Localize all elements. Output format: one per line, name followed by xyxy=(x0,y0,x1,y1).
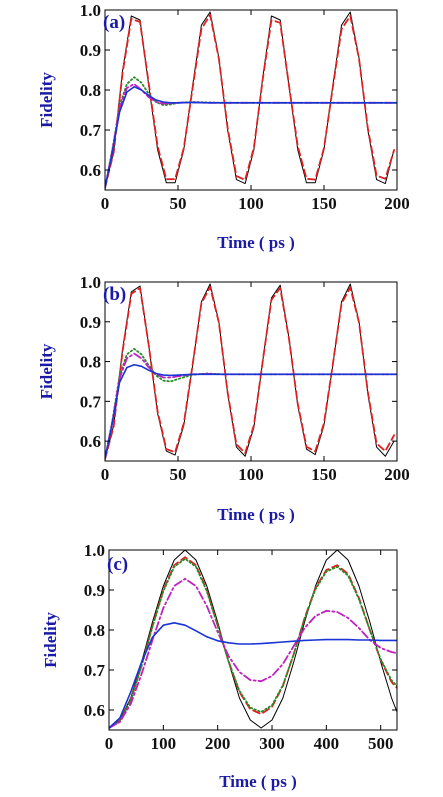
series-line-2 xyxy=(105,13,395,189)
series-line-3 xyxy=(109,557,397,729)
y-tick-label: 0.6 xyxy=(80,432,101,451)
x-tick-label: 0 xyxy=(101,465,110,484)
panel-label: (b) xyxy=(103,284,126,305)
y-tick-label: 0.6 xyxy=(80,161,101,180)
series-line-3 xyxy=(105,347,397,460)
y-axis-label: Fidelity xyxy=(37,72,56,128)
x-tick-label: 200 xyxy=(384,194,410,213)
y-axis-label: Fidelity xyxy=(37,343,56,399)
chart-panel-3: 0 100 200 300 400 500 0.6 0.7 0.8 0.9 1.0(c) Time (… xyxy=(41,541,398,791)
x-tick-label: 100 xyxy=(238,194,264,213)
x-tick-label: 500 xyxy=(368,734,394,753)
series-line-4 xyxy=(105,83,397,189)
x-tick-label: 100 xyxy=(151,734,177,753)
y-tick-label: 0.9 xyxy=(80,41,101,60)
x-tick-label: 50 xyxy=(170,465,187,484)
series-line-1 xyxy=(109,550,397,729)
y-tick-label: 0.7 xyxy=(80,121,102,140)
y-tick-label: 0.9 xyxy=(80,313,101,332)
panel-label: (c) xyxy=(107,554,128,575)
x-tick-label: 150 xyxy=(311,194,337,213)
series-line-5 xyxy=(105,363,397,460)
series-line-3 xyxy=(105,76,397,189)
x-tick-label: 0 xyxy=(101,194,110,213)
chart-panel-1: 0 50 100 150 200 0.6 0.7 0.8 0.9 1.0(a) Time ( ps … xyxy=(37,1,410,252)
chart-panel-2: 0 50 100 150 200 0.6 0.7 0.8 0.9 1.0(b) Time ( ps … xyxy=(37,273,410,524)
x-tick-label: 50 xyxy=(170,194,187,213)
y-tick-label: 0.8 xyxy=(84,621,105,640)
plot-frame xyxy=(104,281,398,462)
series-line-2 xyxy=(105,285,395,460)
y-tick-label: 1.0 xyxy=(84,541,105,560)
y-tick-label: 0.7 xyxy=(80,392,102,411)
y-tick-label: 0.8 xyxy=(80,353,101,372)
x-axis-label: Time ( ps ) xyxy=(217,505,295,524)
y-tick-label: 1.0 xyxy=(80,1,101,20)
x-tick-label: 300 xyxy=(259,734,285,753)
x-tick-label: 400 xyxy=(314,734,340,753)
x-tick-label: 200 xyxy=(384,465,410,484)
plot-frame xyxy=(108,549,398,731)
y-tick-label: 0.7 xyxy=(84,661,106,680)
series-line-5 xyxy=(109,622,397,729)
y-tick-label: 0.6 xyxy=(84,701,105,720)
panel-label: (a) xyxy=(103,12,125,33)
y-tick-label: 0.8 xyxy=(80,81,101,100)
x-axis-label: Time ( ps ) xyxy=(219,772,297,791)
x-tick-label: 0 xyxy=(105,734,114,753)
x-axis-label: Time ( ps ) xyxy=(217,233,295,252)
plot-frame xyxy=(104,9,398,191)
series-line-5 xyxy=(105,86,397,189)
x-tick-label: 100 xyxy=(238,465,264,484)
series-line-4 xyxy=(109,577,397,729)
x-tick-label: 150 xyxy=(311,465,337,484)
y-axis-label: Fidelity xyxy=(41,612,60,668)
y-tick-label: 1.0 xyxy=(80,273,101,292)
series-line-1 xyxy=(105,283,395,460)
y-tick-label: 0.9 xyxy=(84,581,105,600)
x-tick-label: 200 xyxy=(205,734,231,753)
